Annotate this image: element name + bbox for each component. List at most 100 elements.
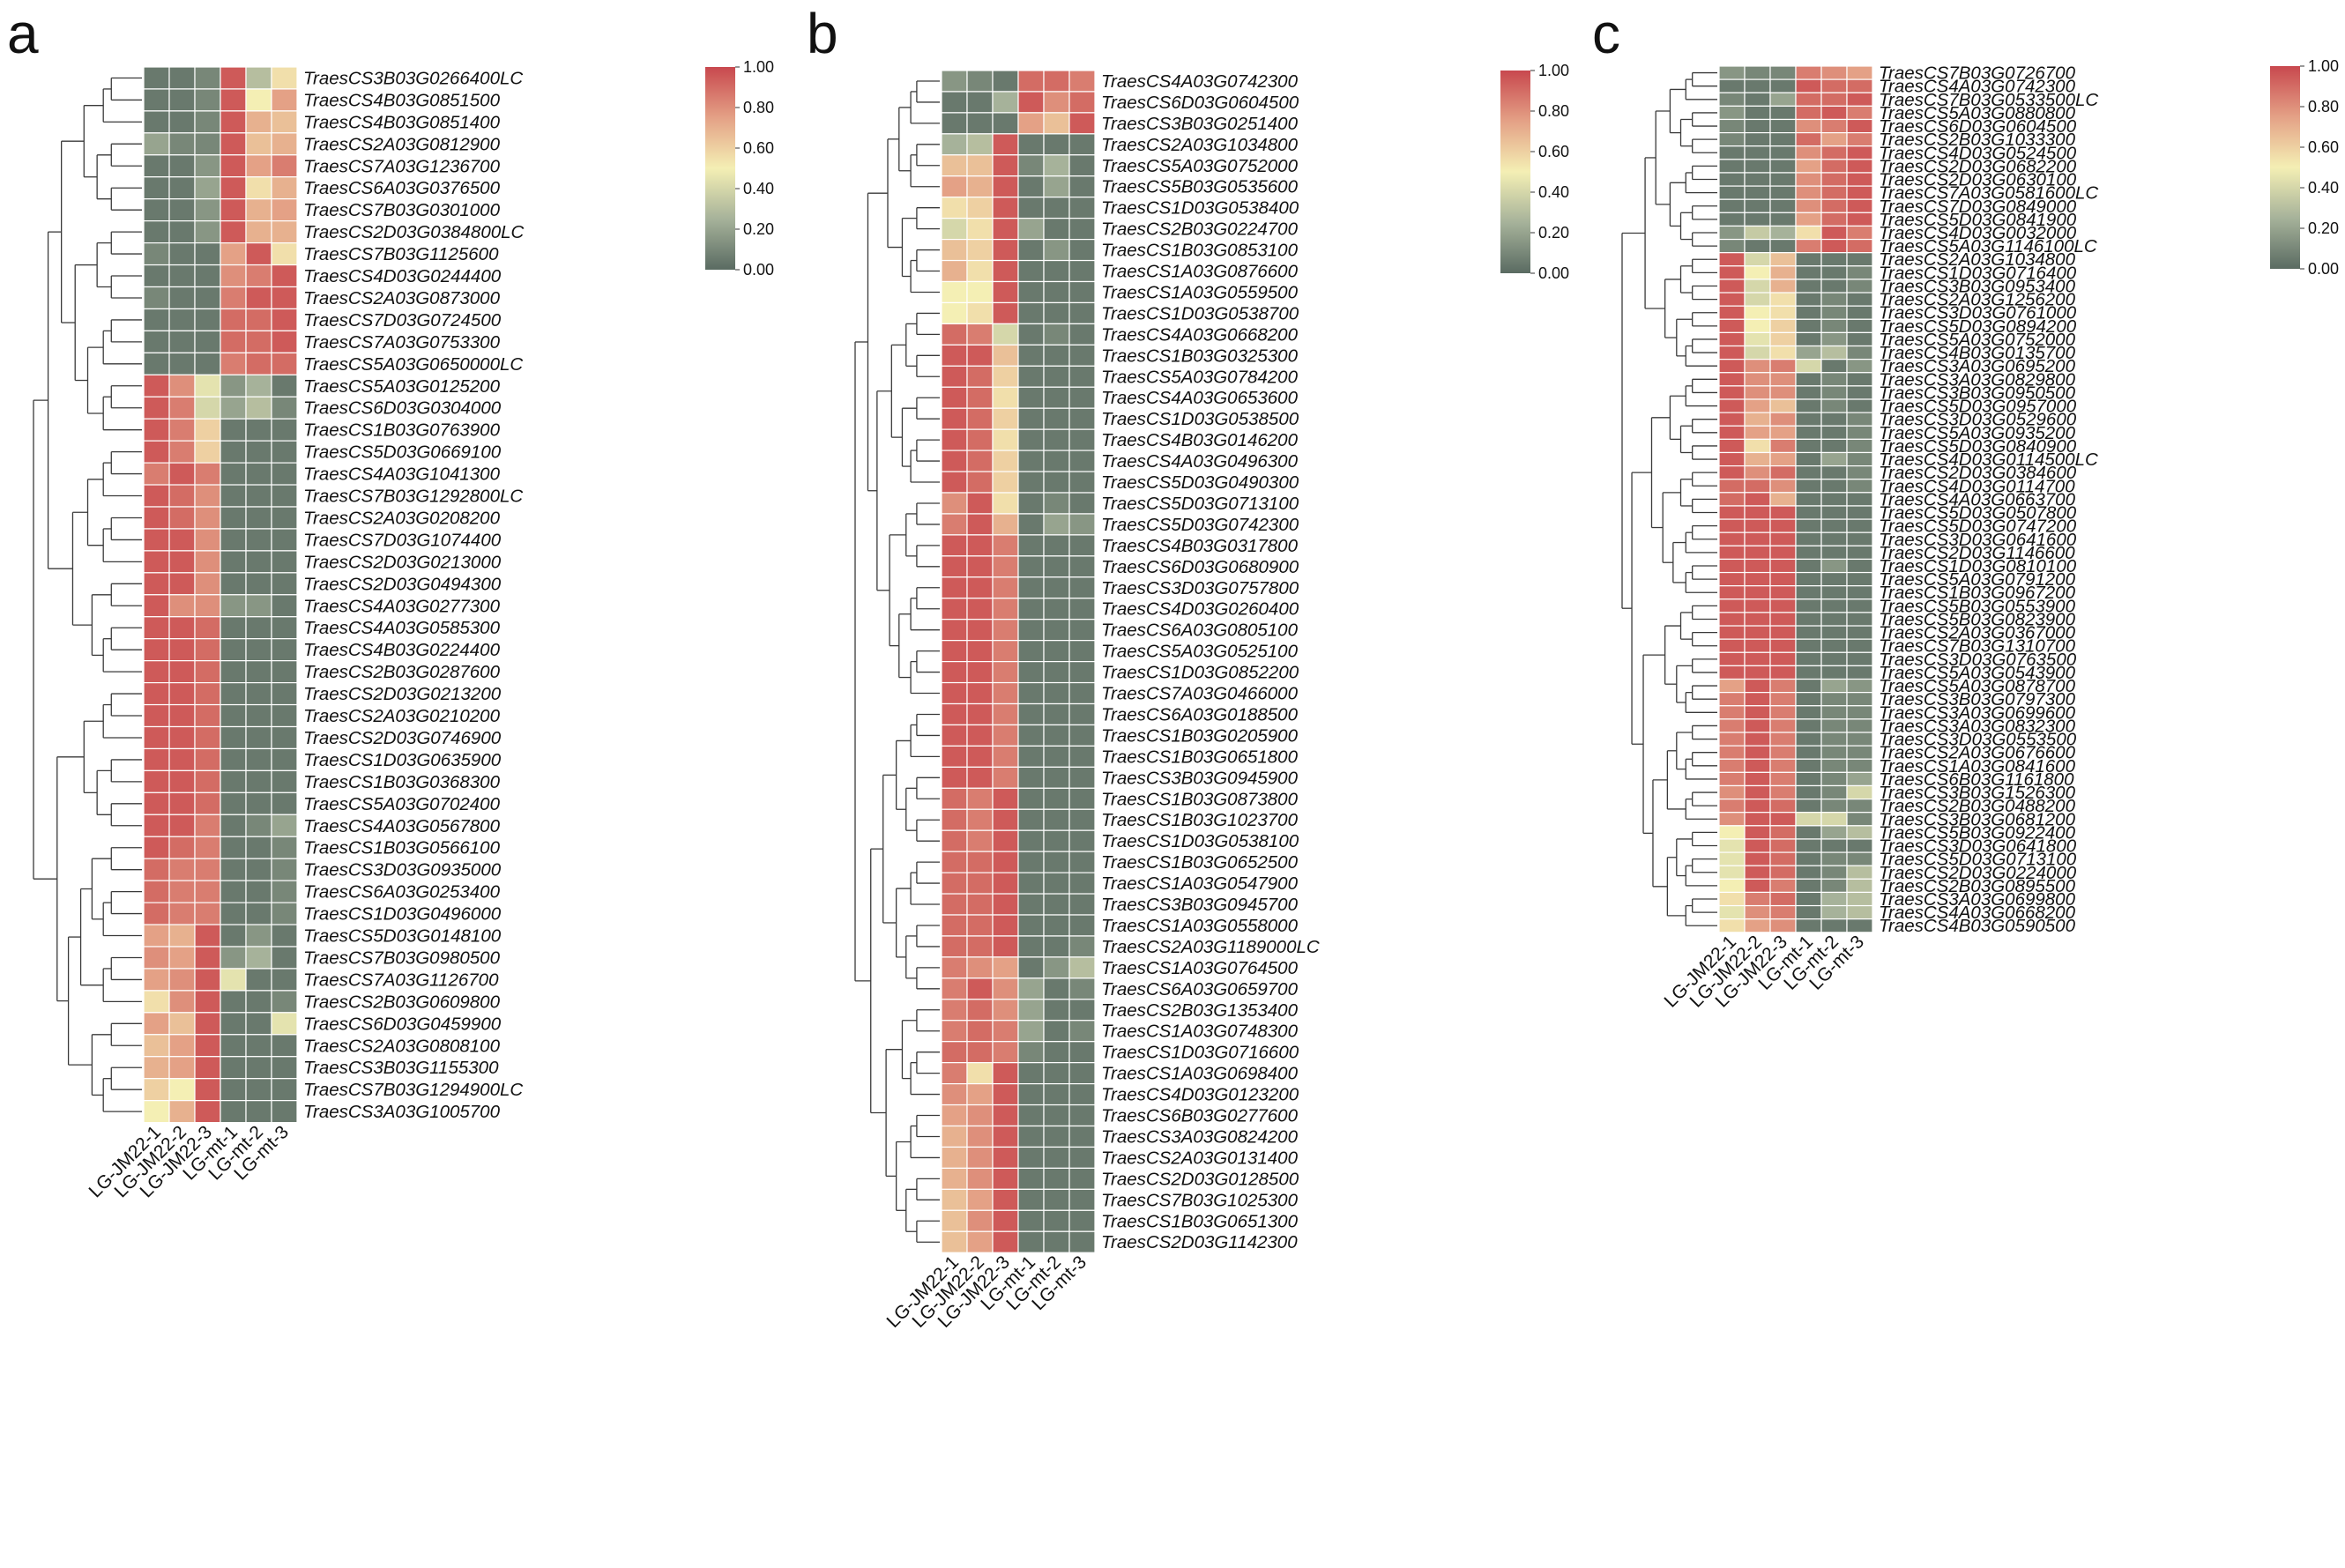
- heatmap-cell: [143, 198, 170, 222]
- heatmap-cell: [1043, 175, 1070, 198]
- heatmap-cell: [1769, 479, 1797, 494]
- heatmap-cell: [1795, 331, 1822, 347]
- heatmap-cell: [1718, 292, 1746, 307]
- heatmap-cell: [143, 154, 170, 178]
- gene-label: TraesCS5D03G0894200: [1879, 316, 2077, 337]
- heatmap-cell: [1846, 92, 1873, 107]
- heatmap-cell: [245, 242, 272, 266]
- heatmap-cell: [1795, 812, 1822, 827]
- gene-label: TraesCS1B03G0205900: [1101, 725, 1299, 746]
- heatmap-cell: [168, 1056, 196, 1080]
- heatmap-cell: [941, 365, 968, 388]
- heatmap-cell: [1769, 571, 1797, 587]
- heatmap-cell: [941, 829, 968, 852]
- heatmap-cell: [1769, 771, 1797, 787]
- heatmap-cell: [1718, 225, 1746, 241]
- heatmap-cell: [1718, 625, 1746, 640]
- heatmap-cell: [168, 747, 196, 772]
- heatmap-cell: [194, 681, 221, 706]
- heatmap-cell: [966, 471, 994, 494]
- heatmap-cell: [966, 681, 994, 705]
- heatmap-cell: [992, 154, 1019, 177]
- heatmap-cell: [1043, 977, 1070, 1000]
- gene-label: TraesCS3B03G0266400LC: [303, 68, 523, 88]
- heatmap-cell: [1769, 784, 1797, 800]
- gene-label: TraesCS1D03G0635900: [303, 750, 502, 770]
- heatmap-cell: [1043, 197, 1070, 219]
- heatmap-cell: [168, 791, 196, 815]
- gene-label: TraesCS2A03G0676600: [1879, 743, 2076, 763]
- gene-label: TraesCS5D03G0148100: [303, 926, 502, 947]
- heatmap-cell: [271, 484, 298, 508]
- gene-label: TraesCS2A03G0208200: [303, 508, 501, 528]
- heatmap-cell: [220, 836, 247, 859]
- heatmap-cell: [271, 176, 298, 200]
- heatmap-cell: [194, 154, 221, 178]
- heatmap-cell: [1846, 625, 1873, 640]
- heatmap-cell: [194, 506, 221, 530]
- heatmap-cell: [143, 396, 170, 420]
- heatmap-cell: [245, 725, 272, 750]
- heatmap-cell: [245, 747, 272, 772]
- gene-label: TraesCS2D03G0384600: [1879, 463, 2077, 483]
- heatmap-cell: [1846, 464, 1873, 480]
- heatmap-cell: [1068, 218, 1096, 241]
- heatmap-cell: [194, 747, 221, 772]
- gene-label: TraesCS7B03G1125600: [303, 244, 499, 264]
- heatmap-cell: [220, 1078, 247, 1102]
- heatmap-cell: [1769, 145, 1797, 160]
- heatmap-cell: [1017, 956, 1045, 979]
- heatmap-cell: [1820, 238, 1848, 254]
- heatmap-cell: [1068, 175, 1096, 198]
- heatmap-cell: [143, 1034, 170, 1058]
- gene-label: TraesCS1A03G0558000: [1101, 916, 1299, 936]
- heatmap-cell: [220, 484, 247, 508]
- heatmap-cell: [1718, 78, 1746, 93]
- heatmap-cell: [1718, 825, 1746, 840]
- heatmap-cell: [1795, 318, 1822, 333]
- gene-label: TraesCS3B03G1155300: [303, 1058, 499, 1078]
- gene-label: TraesCS1D03G0538400: [1101, 198, 1299, 219]
- heatmap-cell: [1846, 331, 1873, 347]
- gene-label: TraesCS5D03G0490300: [1101, 472, 1299, 493]
- heatmap-cell: [1718, 585, 1746, 600]
- heatmap-cell: [1017, 640, 1045, 663]
- heatmap-cell: [1769, 625, 1797, 640]
- heatmap-cell: [941, 1104, 968, 1127]
- heatmap-cell: [143, 769, 170, 793]
- heatmap-cell: [168, 968, 196, 992]
- heatmap-cell: [1820, 812, 1848, 827]
- heatmap-cell: [966, 702, 994, 726]
- heatmap-cell: [1043, 851, 1070, 873]
- heatmap-cell: [271, 242, 298, 266]
- heatmap-cell: [220, 814, 247, 837]
- heatmap-cells: [941, 70, 1096, 1253]
- heatmap-cell: [1718, 838, 1746, 853]
- heatmap-cell: [1017, 576, 1045, 599]
- heatmap-cell: [1820, 851, 1848, 866]
- gene-label: TraesCS2B03G1353400: [1101, 1000, 1299, 1021]
- heatmap-cell: [1043, 1041, 1070, 1064]
- heatmap-cell: [941, 280, 968, 304]
- heatmap-cell: [1718, 479, 1746, 494]
- heatmap-cell: [1068, 197, 1096, 219]
- heatmap-cell: [1017, 1041, 1045, 1064]
- heatmap-cell: [941, 640, 968, 663]
- heatmap-cell: [168, 462, 196, 486]
- heatmap-cell: [168, 814, 196, 837]
- heatmap-cell: [1769, 331, 1797, 347]
- heatmap-cell: [1769, 705, 1797, 720]
- gene-label: TraesCS4A03G0496300: [1101, 451, 1299, 472]
- heatmap-cell: [220, 440, 247, 464]
- heatmap-cell: [1846, 865, 1873, 880]
- heatmap-cell: [194, 198, 221, 222]
- gene-label: TraesCS5D03G0713100: [1101, 494, 1299, 514]
- colorbar-tick-label: 0.20: [743, 220, 774, 238]
- gene-label: TraesCS5A03G0125200: [303, 376, 501, 397]
- gene-label: TraesCS1D03G0810100: [1879, 556, 2077, 576]
- heatmap-cell: [220, 747, 247, 772]
- heatmap-cell: [1744, 479, 1771, 494]
- heatmap-cell: [271, 506, 298, 530]
- heatmap-cell: [1718, 904, 1746, 920]
- heatmap-cell: [966, 914, 994, 937]
